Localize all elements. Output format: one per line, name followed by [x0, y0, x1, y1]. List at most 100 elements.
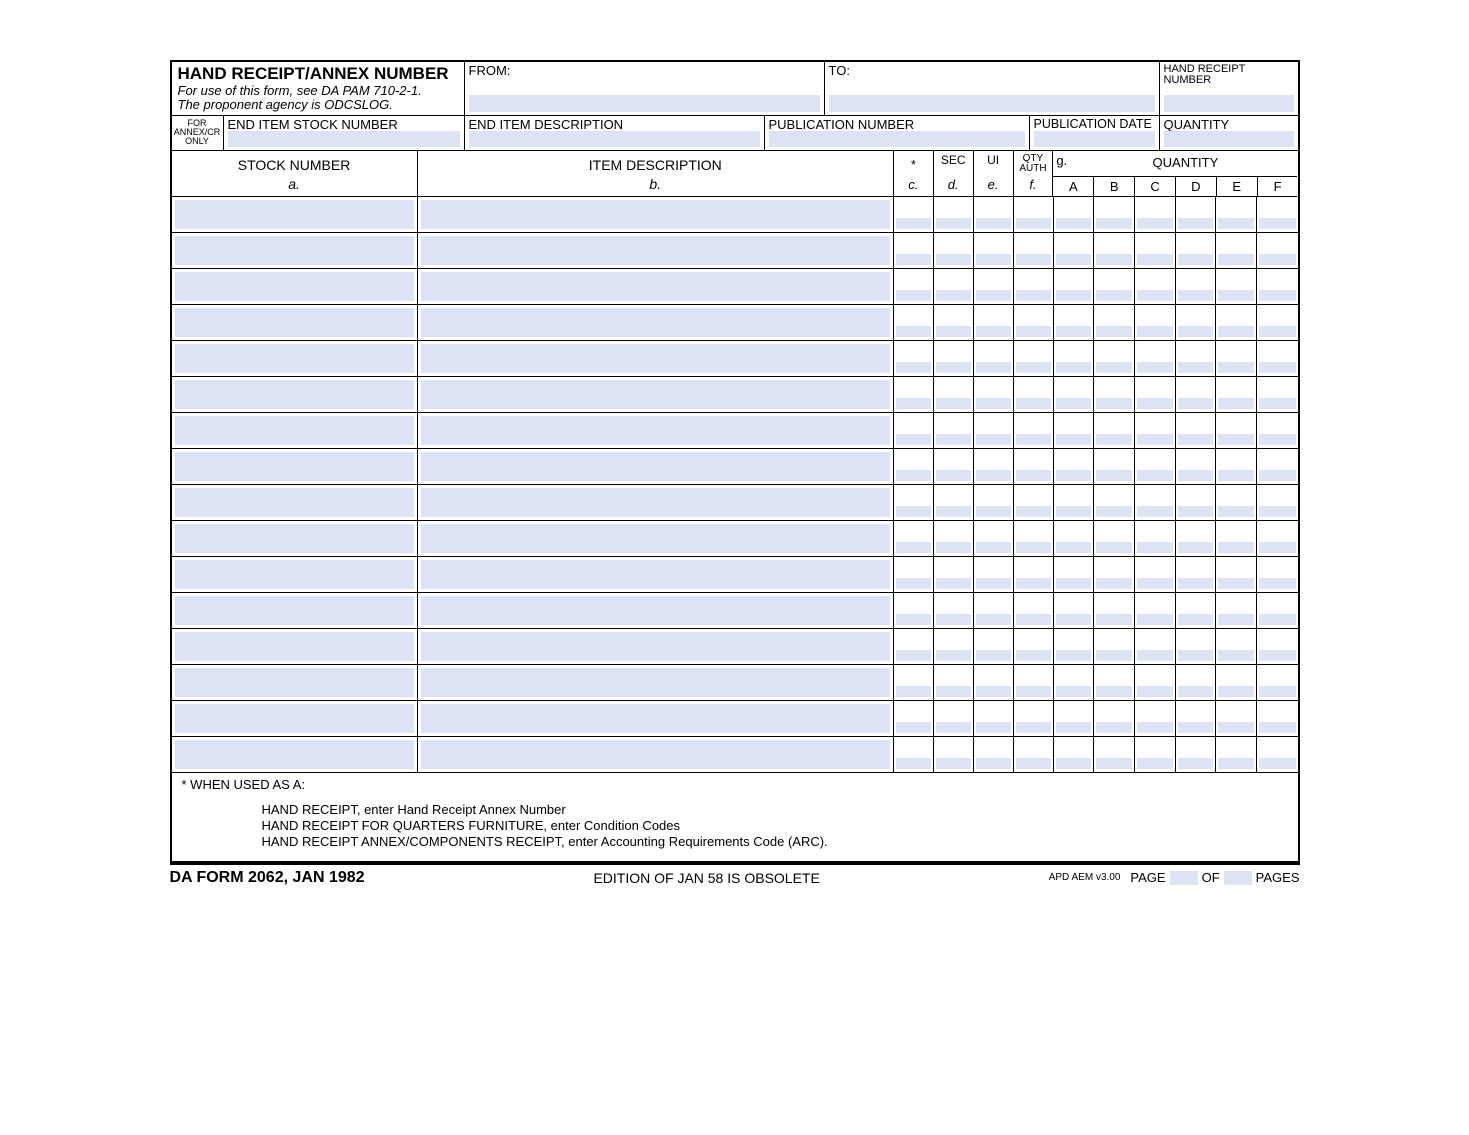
cell-input[interactable]	[175, 272, 414, 301]
cell-input[interactable]	[936, 506, 971, 517]
cell-input[interactable]	[896, 290, 931, 301]
cell-input[interactable]	[976, 542, 1011, 553]
cell-input[interactable]	[896, 362, 931, 373]
cell-input[interactable]	[976, 326, 1011, 337]
cell-input[interactable]	[896, 758, 931, 769]
cell-input[interactable]	[896, 254, 931, 265]
cell-input[interactable]	[896, 542, 931, 553]
cell-input[interactable]	[1178, 290, 1214, 301]
cell-input[interactable]	[1096, 614, 1132, 625]
cell-input[interactable]	[1259, 218, 1296, 229]
cell-input[interactable]	[976, 650, 1011, 661]
cell-input[interactable]	[936, 578, 971, 589]
cell-input[interactable]	[896, 506, 931, 517]
cell-input[interactable]	[1178, 218, 1214, 229]
cell-input[interactable]	[421, 200, 890, 229]
cell-input[interactable]	[936, 470, 971, 481]
cell-input[interactable]	[976, 218, 1011, 229]
cell-input[interactable]	[1016, 722, 1051, 733]
cell-input[interactable]	[175, 416, 414, 445]
cell-input[interactable]	[175, 308, 414, 337]
cell-input[interactable]	[1259, 362, 1296, 373]
cell-input[interactable]	[1137, 254, 1173, 265]
cell-input[interactable]	[1178, 578, 1214, 589]
cell-input[interactable]	[936, 686, 971, 697]
cell-input[interactable]	[421, 344, 890, 373]
cell-input[interactable]	[1137, 362, 1173, 373]
end-item-desc-input[interactable]	[469, 131, 760, 147]
cell-input[interactable]	[1056, 326, 1092, 337]
cell-input[interactable]	[1137, 686, 1173, 697]
cell-input[interactable]	[936, 542, 971, 553]
cell-input[interactable]	[1259, 758, 1296, 769]
page-current-input[interactable]	[1170, 871, 1198, 885]
cell-input[interactable]	[1178, 398, 1214, 409]
cell-input[interactable]	[1056, 542, 1092, 553]
cell-input[interactable]	[1096, 434, 1132, 445]
cell-input[interactable]	[896, 722, 931, 733]
cell-input[interactable]	[896, 686, 931, 697]
cell-input[interactable]	[976, 434, 1011, 445]
cell-input[interactable]	[1137, 578, 1173, 589]
from-input[interactable]	[469, 95, 820, 112]
cell-input[interactable]	[1096, 722, 1132, 733]
cell-input[interactable]	[1016, 218, 1051, 229]
cell-input[interactable]	[936, 290, 971, 301]
cell-input[interactable]	[1218, 758, 1254, 769]
cell-input[interactable]	[936, 254, 971, 265]
pub-date-input[interactable]	[1034, 131, 1155, 147]
cell-input[interactable]	[1056, 758, 1092, 769]
cell-input[interactable]	[1178, 686, 1214, 697]
cell-input[interactable]	[421, 704, 890, 733]
cell-input[interactable]	[936, 722, 971, 733]
cell-input[interactable]	[936, 398, 971, 409]
cell-input[interactable]	[421, 488, 890, 517]
cell-input[interactable]	[1218, 434, 1254, 445]
cell-input[interactable]	[1056, 722, 1092, 733]
cell-input[interactable]	[1178, 650, 1214, 661]
cell-input[interactable]	[421, 416, 890, 445]
cell-input[interactable]	[1016, 326, 1051, 337]
cell-input[interactable]	[936, 614, 971, 625]
cell-input[interactable]	[976, 398, 1011, 409]
cell-input[interactable]	[1056, 398, 1092, 409]
cell-input[interactable]	[896, 614, 931, 625]
cell-input[interactable]	[421, 740, 890, 769]
cell-input[interactable]	[175, 344, 414, 373]
cell-input[interactable]	[1137, 218, 1173, 229]
cell-input[interactable]	[1259, 398, 1296, 409]
cell-input[interactable]	[1056, 254, 1092, 265]
cell-input[interactable]	[1056, 434, 1092, 445]
cell-input[interactable]	[896, 218, 931, 229]
cell-input[interactable]	[175, 380, 414, 409]
cell-input[interactable]	[1137, 290, 1173, 301]
cell-input[interactable]	[1056, 686, 1092, 697]
cell-input[interactable]	[175, 488, 414, 517]
to-input[interactable]	[829, 95, 1155, 112]
cell-input[interactable]	[1096, 290, 1132, 301]
cell-input[interactable]	[1056, 470, 1092, 481]
cell-input[interactable]	[1137, 542, 1173, 553]
cell-input[interactable]	[1137, 722, 1173, 733]
cell-input[interactable]	[1016, 578, 1051, 589]
cell-input[interactable]	[421, 668, 890, 697]
cell-input[interactable]	[936, 434, 971, 445]
cell-input[interactable]	[175, 560, 414, 589]
cell-input[interactable]	[1218, 254, 1254, 265]
cell-input[interactable]	[976, 614, 1011, 625]
cell-input[interactable]	[1016, 362, 1051, 373]
cell-input[interactable]	[421, 632, 890, 661]
cell-input[interactable]	[1096, 686, 1132, 697]
cell-input[interactable]	[1096, 254, 1132, 265]
cell-input[interactable]	[1259, 686, 1296, 697]
cell-input[interactable]	[1218, 686, 1254, 697]
cell-input[interactable]	[896, 650, 931, 661]
cell-input[interactable]	[1218, 578, 1254, 589]
cell-input[interactable]	[1016, 398, 1051, 409]
cell-input[interactable]	[175, 596, 414, 625]
cell-input[interactable]	[1096, 506, 1132, 517]
cell-input[interactable]	[421, 452, 890, 481]
cell-input[interactable]	[1096, 758, 1132, 769]
cell-input[interactable]	[976, 290, 1011, 301]
cell-input[interactable]	[1218, 326, 1254, 337]
